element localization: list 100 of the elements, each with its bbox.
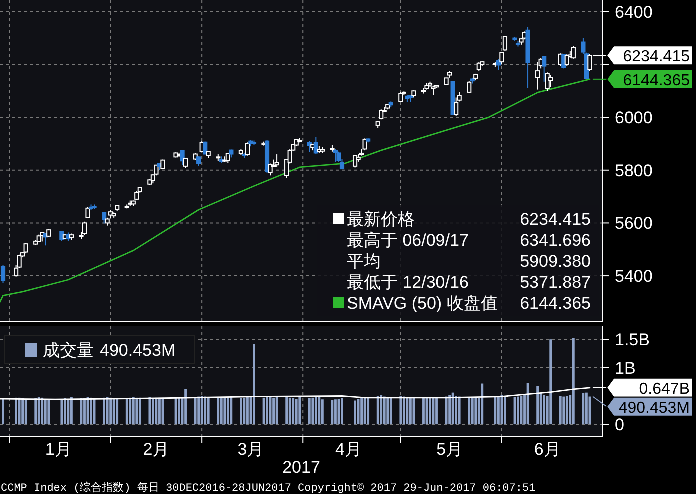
bar <box>468 397 471 425</box>
bar <box>129 398 132 425</box>
bar <box>494 396 497 425</box>
candlestick <box>86 206 90 219</box>
y-tick-label: 1B <box>615 358 636 378</box>
candlestick <box>245 142 250 156</box>
bar <box>566 396 568 425</box>
bar <box>217 398 220 425</box>
bar <box>60 399 64 425</box>
bar <box>84 398 86 425</box>
candlestick <box>398 92 404 103</box>
candlestick <box>180 150 185 166</box>
y-tick-label: 5600 <box>615 214 653 234</box>
bar <box>504 396 506 425</box>
candlestick <box>571 46 576 60</box>
bar <box>422 398 425 425</box>
bar <box>18 398 21 425</box>
x-tick-label: 3月 <box>238 440 264 459</box>
y-tick-label: 6400 <box>615 2 653 22</box>
bar <box>543 395 546 425</box>
bar <box>103 398 106 425</box>
candlestick <box>454 97 459 117</box>
bar <box>286 396 288 425</box>
annotation: 490.453M <box>618 400 690 417</box>
bar <box>406 397 409 425</box>
y-tick-label: 0 <box>615 416 624 435</box>
bar <box>220 397 223 425</box>
candlestick <box>0 264 6 284</box>
bar <box>334 400 337 425</box>
bar <box>550 340 552 425</box>
bar <box>471 398 474 425</box>
bar <box>318 397 321 425</box>
text: CCMP Index (综合指数) 每日 30DEC2016-28JUN2017 Copyright© 2017 29-Jun-2017 06:07:51 <box>1 481 536 494</box>
bar <box>312 398 314 425</box>
bar <box>380 395 383 425</box>
bar <box>409 398 412 425</box>
x-tick-label: 2月 <box>143 440 170 459</box>
bar <box>266 396 268 425</box>
bar <box>48 400 50 425</box>
bar <box>481 384 484 425</box>
bar <box>390 398 392 425</box>
bar <box>295 399 298 425</box>
bar <box>314 396 318 425</box>
x-tick-label: 6月 <box>534 440 561 459</box>
legend-label: SMAVG (50) 收盘值 <box>347 294 498 313</box>
annotation: 最低于 12/30/16 <box>347 273 469 292</box>
y-tick-label: 5800 <box>615 161 653 180</box>
bar <box>536 386 540 425</box>
bar <box>272 398 275 425</box>
bar <box>64 398 66 425</box>
bar <box>41 398 44 425</box>
candlestick <box>24 242 28 254</box>
annotation: 平均 <box>347 252 381 271</box>
candlestick <box>226 152 230 164</box>
bar <box>402 396 406 425</box>
bar <box>582 393 585 425</box>
candlestick <box>60 230 64 242</box>
x-tick-label: 5月 <box>436 440 464 459</box>
bar <box>110 398 112 425</box>
bar <box>230 397 233 425</box>
bar <box>497 396 500 425</box>
bar <box>308 398 311 425</box>
text: 0.647B <box>639 380 690 398</box>
annotation: 5371.887 <box>520 273 591 292</box>
bar <box>198 396 200 425</box>
candlestick <box>102 212 107 224</box>
annotation: 490.453M <box>100 341 176 360</box>
bar <box>34 398 38 425</box>
candlestick <box>467 80 472 94</box>
candlestick <box>196 156 202 167</box>
bar <box>455 396 458 425</box>
bar <box>126 398 128 425</box>
x-tick-label: 1月 <box>45 440 72 459</box>
bar <box>116 399 119 425</box>
bar <box>458 396 461 425</box>
candlestick <box>536 62 540 90</box>
bar <box>90 398 92 425</box>
bar <box>204 396 207 425</box>
bar <box>226 397 230 425</box>
bar <box>112 398 116 425</box>
bar <box>400 396 402 425</box>
bar <box>253 344 256 425</box>
bar <box>288 398 292 425</box>
y-tick-label: 1.5B <box>615 330 650 350</box>
bar <box>298 397 302 425</box>
bar <box>24 399 28 425</box>
bar <box>586 392 588 425</box>
annotation: 6341.696 <box>520 231 591 250</box>
bar <box>452 392 454 425</box>
bar <box>376 396 380 425</box>
bar <box>207 398 210 425</box>
bar <box>341 398 344 425</box>
bar <box>136 398 138 425</box>
bar <box>517 396 520 425</box>
bar <box>148 397 152 425</box>
bar <box>158 398 161 425</box>
annotation: 最新价格 <box>347 210 415 229</box>
annotation: 6144.365 <box>623 72 690 90</box>
candlestick <box>268 163 273 176</box>
bar <box>562 396 566 425</box>
